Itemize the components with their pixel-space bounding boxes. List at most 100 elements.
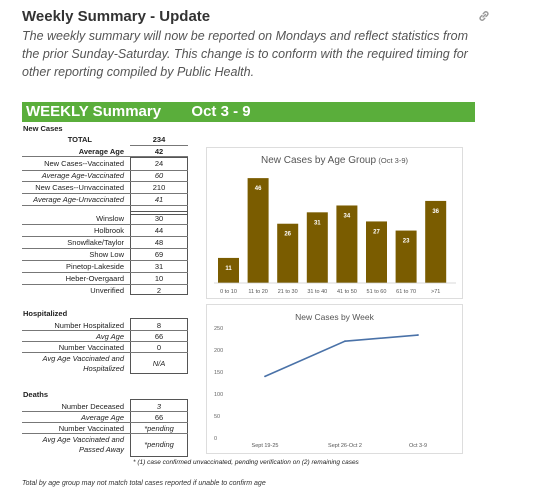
y-tick-label: 0 <box>214 436 217 442</box>
bar <box>277 223 299 283</box>
divider <box>22 170 188 171</box>
bar-data-label: 46 <box>255 186 262 192</box>
unvaccinated-label: New Cases--Unvaccinated <box>35 183 124 192</box>
divider <box>22 224 188 225</box>
deaths-label: Avg Age Vaccinated and Passed Away <box>42 435 124 454</box>
bar <box>425 200 447 283</box>
divider <box>22 236 188 237</box>
deaths-label: Average Age <box>81 413 124 422</box>
bar <box>395 230 417 283</box>
divider <box>22 411 188 412</box>
banner-label: WEEKLY Summary <box>26 103 162 120</box>
bar-data-label: 31 <box>314 220 321 226</box>
data-point <box>344 340 346 343</box>
line-chart-panel <box>206 304 463 454</box>
link-icon[interactable] <box>477 9 491 23</box>
hospitalized-value: N/A <box>152 359 166 368</box>
avg-age-unvaccinated-label: Average Age-Unvaccinated <box>33 195 124 204</box>
deaths-label: Number Deceased <box>61 402 124 411</box>
avg-age-vaccinated-label: Average Age-Vaccinated <box>41 171 124 180</box>
x-tick-label: 0 to 10 <box>220 289 237 295</box>
divider <box>22 341 188 342</box>
x-tick-label: 41 to 50 <box>337 289 357 295</box>
bar-data-label: 27 <box>373 229 380 235</box>
vaccinated-label: New Cases--Vaccinated <box>44 159 124 168</box>
x-tick-label: 21 to 30 <box>278 289 298 295</box>
x-tick-label: 11 to 20 <box>248 289 267 295</box>
bar-data-label: 11 <box>225 266 232 272</box>
x-tick-label: 61 to 70 <box>396 289 416 295</box>
location-label: Unverified <box>90 286 124 295</box>
divider <box>22 193 188 194</box>
divider <box>22 272 188 273</box>
deaths-label: Number Vaccinated <box>58 424 124 433</box>
deaths-heading: Deaths <box>23 390 49 399</box>
deaths-value: *pending <box>144 440 174 449</box>
hospitalized-label: Avg Age <box>96 332 124 341</box>
divider <box>22 181 188 182</box>
data-point <box>417 334 419 336</box>
location-value: 31 <box>154 262 164 271</box>
y-tick-label: 200 <box>214 348 223 354</box>
location-value: 10 <box>154 274 164 283</box>
line-chart-title: New Cases by Week <box>295 312 374 322</box>
x-tick-label: Sept 19-25 <box>252 443 279 449</box>
page-title: Weekly Summary - Update <box>22 8 211 25</box>
bar <box>366 221 387 283</box>
bar-chart-title: New Cases by Age Group (Oct 3-9) <box>206 155 463 166</box>
location-value: 2 <box>156 286 162 295</box>
location-label: Snowflake/Taylor <box>67 238 124 247</box>
location-label: Heber-Overgaard <box>65 274 124 283</box>
location-value: 30 <box>154 214 164 223</box>
divider <box>22 248 188 249</box>
bar <box>218 257 239 283</box>
bar-data-label: 34 <box>344 213 351 219</box>
hospitalized-label: Number Vaccinated <box>58 343 124 352</box>
divider <box>22 352 188 353</box>
summary-banner: WEEKLY Summary Oct 3 - 9 <box>22 102 475 122</box>
line-chart: 0 50 100 150 200 250 Sept 19-25 Sept 26-Oct 2 Oc… <box>214 326 427 449</box>
location-value: 48 <box>154 238 164 247</box>
footnote: Total by age group may not match total c… <box>22 480 266 487</box>
divider <box>22 205 188 206</box>
series-line <box>264 334 419 378</box>
avg-age-label: Average Age <box>78 147 124 156</box>
hospitalized-value: 8 <box>156 321 162 330</box>
divider <box>22 330 188 331</box>
location-label: Show Low <box>89 250 124 259</box>
avg-age-vaccinated-value: 60 <box>154 171 164 180</box>
divider <box>22 156 188 157</box>
new-cases-box <box>130 157 188 215</box>
bar-data-label: 26 <box>284 232 291 238</box>
y-tick-label: 150 <box>214 370 223 376</box>
location-label: Holbrook <box>93 226 124 235</box>
footnote: * (1) case confirmed unvaccinated, pendi… <box>133 459 359 466</box>
hospitalized-value: 0 <box>156 343 162 352</box>
divider <box>22 422 188 423</box>
deaths-value: 3 <box>156 402 162 411</box>
x-tick-label: 31 to 40 <box>307 289 327 295</box>
hospitalized-label: Avg Age Vaccinated and Hospitalized <box>42 354 124 373</box>
y-tick-label: 100 <box>214 392 223 398</box>
x-tick-label: Sept 26-Oct 2 <box>328 443 362 449</box>
location-value: 44 <box>154 226 164 235</box>
divider <box>22 284 188 285</box>
x-tick-label: 51 to 60 <box>367 289 387 295</box>
y-tick-label: 250 <box>214 326 223 332</box>
total-value: 234 <box>152 135 166 144</box>
x-tick-label: Oct 3-9 <box>409 443 427 449</box>
banner-dates: Oct 3 - 9 <box>191 103 251 120</box>
bar-data-label: 23 <box>403 239 410 245</box>
y-tick-label: 50 <box>214 414 220 420</box>
bar <box>306 212 328 283</box>
location-value: 69 <box>154 250 164 259</box>
data-point <box>264 375 266 378</box>
bar-data-label: 36 <box>432 209 439 215</box>
x-tick-label: >71 <box>431 289 440 295</box>
hospitalized-label: Number Hospitalized <box>54 321 124 330</box>
total-label: TOTAL <box>67 135 92 144</box>
deaths-value: *pending <box>144 424 174 433</box>
divider <box>130 145 188 146</box>
bar-chart: 11 0 to 10 46 11 to 20 26 21 to 30 31 31 to 40 3… <box>214 178 456 295</box>
intro-text: The weekly summary will now be reported … <box>22 29 469 79</box>
